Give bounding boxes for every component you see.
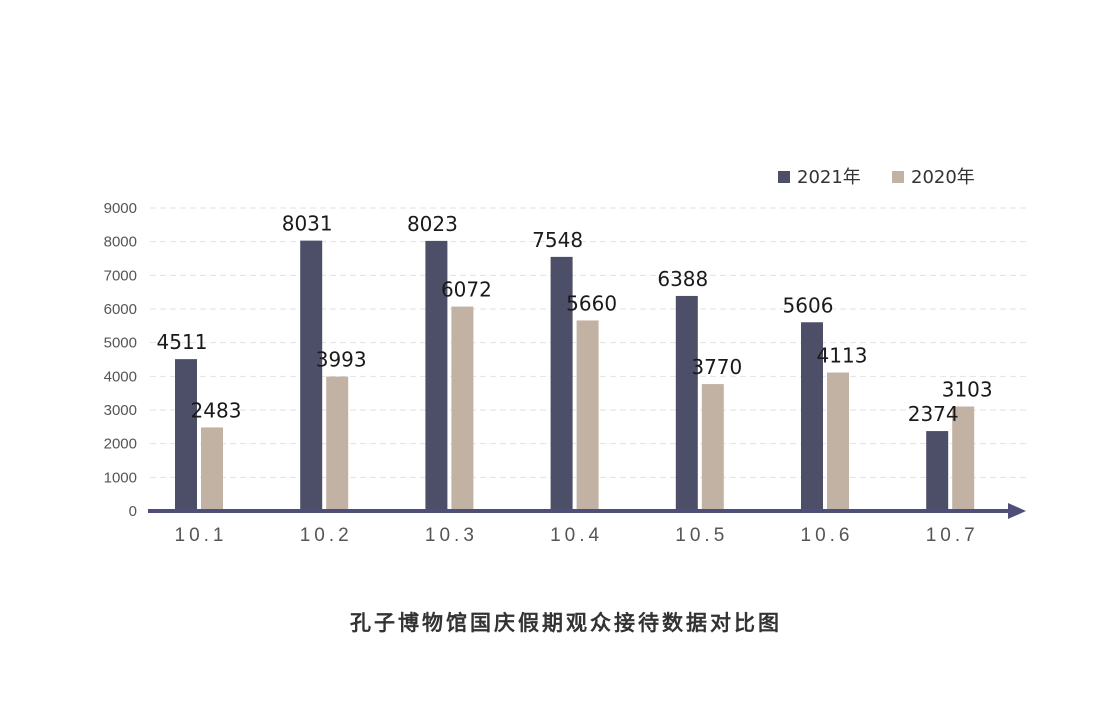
legend-label: 2021年 (797, 167, 861, 188)
data-label: 3993 (316, 348, 367, 372)
data-label: 3103 (942, 378, 993, 402)
y-tick-label: 9000 (104, 200, 137, 217)
bar-series-2 (827, 372, 849, 511)
y-tick-label: 5000 (104, 335, 137, 352)
bars (175, 240, 975, 512)
bar-series-2 (201, 427, 223, 511)
bar-series-2 (952, 406, 975, 511)
x-axis (148, 503, 1026, 519)
bar-series-2 (326, 376, 349, 511)
bar-series-2 (451, 306, 474, 511)
x-tick-label: 10.1 (175, 525, 228, 546)
data-label: 8031 (282, 212, 333, 236)
bar-series-1 (300, 240, 323, 512)
y-axis-ticks: 0 1000 2000 3000 4000 5000 6000 7000 8000 9000 (104, 200, 137, 520)
x-tick-label: 10.7 (926, 525, 979, 546)
y-tick-label: 7000 (104, 267, 137, 284)
x-axis-arrow-icon (1008, 503, 1026, 519)
y-tick-label: 0 (129, 503, 137, 520)
y-tick-label: 3000 (104, 402, 137, 419)
data-labels: 4511 2483 8031 3993 8023 6072 7548 5660 6388 3770… (157, 212, 993, 426)
y-tick-label: 1000 (104, 469, 137, 486)
bar-series-1 (425, 240, 448, 511)
x-tick-label: 10.6 (801, 525, 854, 546)
data-label: 2483 (191, 398, 242, 422)
x-axis-categories: 10.1 10.2 10.3 10.4 10.5 10.6 10.7 (175, 525, 979, 546)
data-label: 5660 (566, 291, 617, 315)
y-tick-label: 2000 (104, 436, 137, 453)
data-label: 4511 (157, 330, 208, 354)
legend-swatch (892, 171, 904, 183)
data-label: 3770 (691, 355, 742, 379)
data-label: 6388 (657, 267, 708, 291)
y-tick-label: 6000 (104, 301, 137, 318)
data-label: 2374 (908, 402, 959, 426)
data-label: 6072 (441, 278, 492, 302)
chart-title: 孔子博物馆国庆假期观众接待数据对比图 (350, 611, 782, 635)
data-label: 4113 (817, 344, 868, 368)
y-tick-label: 4000 (104, 368, 137, 385)
x-tick-label: 10.2 (300, 525, 353, 546)
bar-series-1 (175, 359, 197, 511)
x-tick-label: 10.3 (425, 525, 478, 546)
legend: 2021年 2020年 (778, 167, 975, 188)
bar-series-2 (701, 384, 724, 511)
bar-series-1 (550, 256, 573, 511)
x-tick-label: 10.5 (675, 525, 728, 546)
legend-swatch (778, 171, 790, 183)
bar-series-1 (801, 322, 823, 511)
grid-lines (150, 207, 1028, 478)
bar-series-1 (675, 295, 698, 511)
x-tick-label: 10.4 (550, 525, 603, 546)
legend-label: 2020年 (911, 167, 975, 188)
y-tick-label: 8000 (104, 234, 137, 251)
data-label: 8023 (407, 212, 458, 236)
bar-series-2 (576, 320, 599, 511)
bar-series-1 (926, 431, 949, 511)
data-label: 5606 (783, 293, 834, 317)
data-label: 7548 (532, 228, 583, 252)
